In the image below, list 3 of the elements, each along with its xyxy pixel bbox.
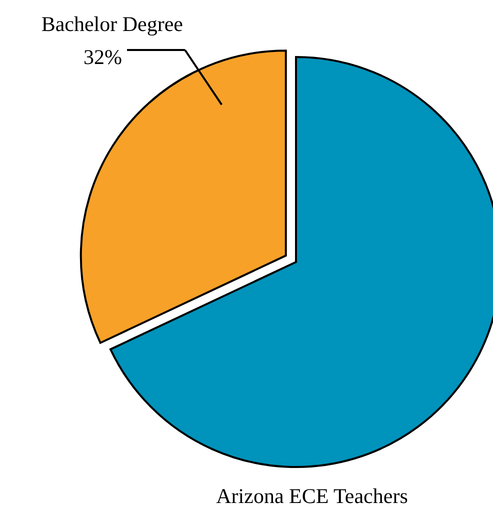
data-label: 32% <box>84 45 122 69</box>
text: Arizona ECE Teachers <box>216 484 408 508</box>
slice-label: Bachelor Degree <box>41 12 183 36</box>
